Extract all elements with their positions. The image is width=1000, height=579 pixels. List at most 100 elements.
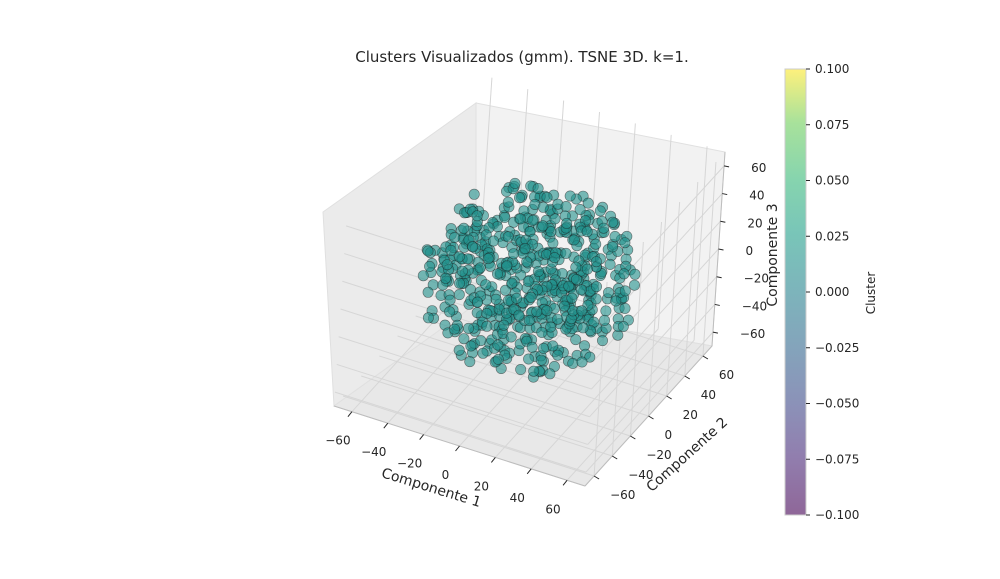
z-tick-label: 60 (751, 161, 766, 175)
scatter-point (584, 351, 596, 363)
scatter-point (537, 201, 549, 213)
y-tick-mark (593, 475, 600, 480)
scatter-point (502, 196, 514, 208)
scatter-point (487, 235, 499, 247)
scatter-point (617, 320, 629, 332)
grid-line (587, 304, 716, 445)
scatter-point (549, 213, 561, 225)
scatter-point (590, 281, 602, 293)
colorbar-tick-label: −0.025 (815, 341, 859, 355)
scatter-point (545, 321, 557, 333)
scatter-point (552, 313, 564, 325)
scatter-point (628, 279, 640, 291)
z-tick-mark (712, 331, 719, 334)
scatter-point (492, 339, 504, 351)
scatter-point (456, 265, 468, 277)
x-tick-label: −40 (361, 445, 386, 459)
z-tick-label: −40 (742, 299, 767, 313)
scatter-point (491, 268, 503, 280)
colorbar-tick-label: −0.100 (815, 508, 859, 522)
scatter-point (498, 319, 510, 331)
scatter-point (618, 268, 630, 280)
y-tick-mark (611, 455, 618, 460)
scatter-point (568, 234, 580, 246)
scatter-point (523, 353, 535, 365)
grid-line (397, 335, 649, 417)
scatter-point (453, 277, 465, 289)
scatter-point (528, 365, 540, 377)
x-tick-mark (562, 479, 568, 486)
scatter-point (492, 353, 504, 365)
y-tick-label: 40 (701, 388, 716, 402)
scatter-point (552, 349, 564, 361)
scatter-point (445, 244, 457, 256)
z-tick-mark (723, 165, 730, 168)
scatter-point (513, 192, 525, 204)
x-tick-label: 20 (474, 479, 489, 493)
scatter-point (480, 279, 492, 291)
scatter-point (560, 201, 572, 213)
scatter-point (629, 268, 641, 280)
y-tick-mark (702, 355, 709, 360)
y-tick-mark (684, 375, 691, 380)
scatter-point (536, 326, 548, 338)
scatter-point (511, 292, 523, 304)
x-tick-label: 60 (545, 502, 560, 516)
scatter-point (604, 258, 616, 270)
scatter-point (547, 237, 559, 249)
colorbar-tick-label: 0.025 (815, 229, 849, 243)
scatter-point (576, 356, 588, 368)
scatter-point (537, 220, 549, 232)
scatter-point (581, 226, 593, 238)
scatter-point (594, 205, 606, 217)
colorbar-ticks: 0.100 0.075 0.050 0.025 0.000 −0.025 −0.050 −0.… (806, 62, 859, 522)
scatter-point (474, 262, 486, 274)
scatter-point (598, 222, 610, 234)
scatter-point (590, 256, 602, 268)
scatter-point (501, 260, 513, 272)
y-tick-mark (648, 415, 654, 420)
scatter-point (471, 210, 483, 222)
z-tick-label: −20 (744, 272, 769, 286)
scatter-point (453, 251, 465, 263)
scatter-point (519, 243, 531, 255)
scatter-point (444, 306, 456, 318)
scatter-point (570, 334, 582, 346)
scatter-point (508, 248, 520, 260)
scatter-point (453, 344, 465, 356)
y-tick-label: −40 (628, 468, 653, 482)
scatter-point (558, 300, 570, 312)
scatter-point (570, 273, 582, 285)
scatter-point (563, 280, 575, 292)
scatter-point (532, 265, 544, 277)
scatter-point (609, 231, 621, 243)
colorbar-tick-label: −0.050 (815, 397, 859, 411)
x-tick-label: 0 (442, 468, 450, 482)
scatter-point (602, 287, 614, 299)
y-tick-label: 0 (665, 428, 673, 442)
scatter-point (482, 253, 494, 265)
scatter-point (581, 263, 593, 275)
grid-line (589, 276, 718, 418)
scatter-point (462, 322, 474, 334)
scatter-point (531, 306, 543, 318)
scatter-point (525, 291, 537, 303)
scatter-point (468, 188, 480, 200)
scatter-point (570, 261, 582, 273)
scatter-point (522, 275, 534, 287)
scatter-point (607, 241, 619, 253)
scatter-point (607, 216, 619, 228)
scatter-point (464, 356, 476, 368)
scatter-point (422, 286, 434, 298)
y-tick-label: 60 (719, 368, 734, 382)
scatter-point (596, 335, 608, 347)
scatter-point (541, 305, 553, 317)
grid-line (342, 395, 595, 477)
scatter-point (422, 312, 434, 324)
scatter-point (502, 231, 514, 243)
scatter-point (453, 289, 465, 301)
grid-line (338, 336, 590, 418)
scatter-point (499, 211, 511, 223)
